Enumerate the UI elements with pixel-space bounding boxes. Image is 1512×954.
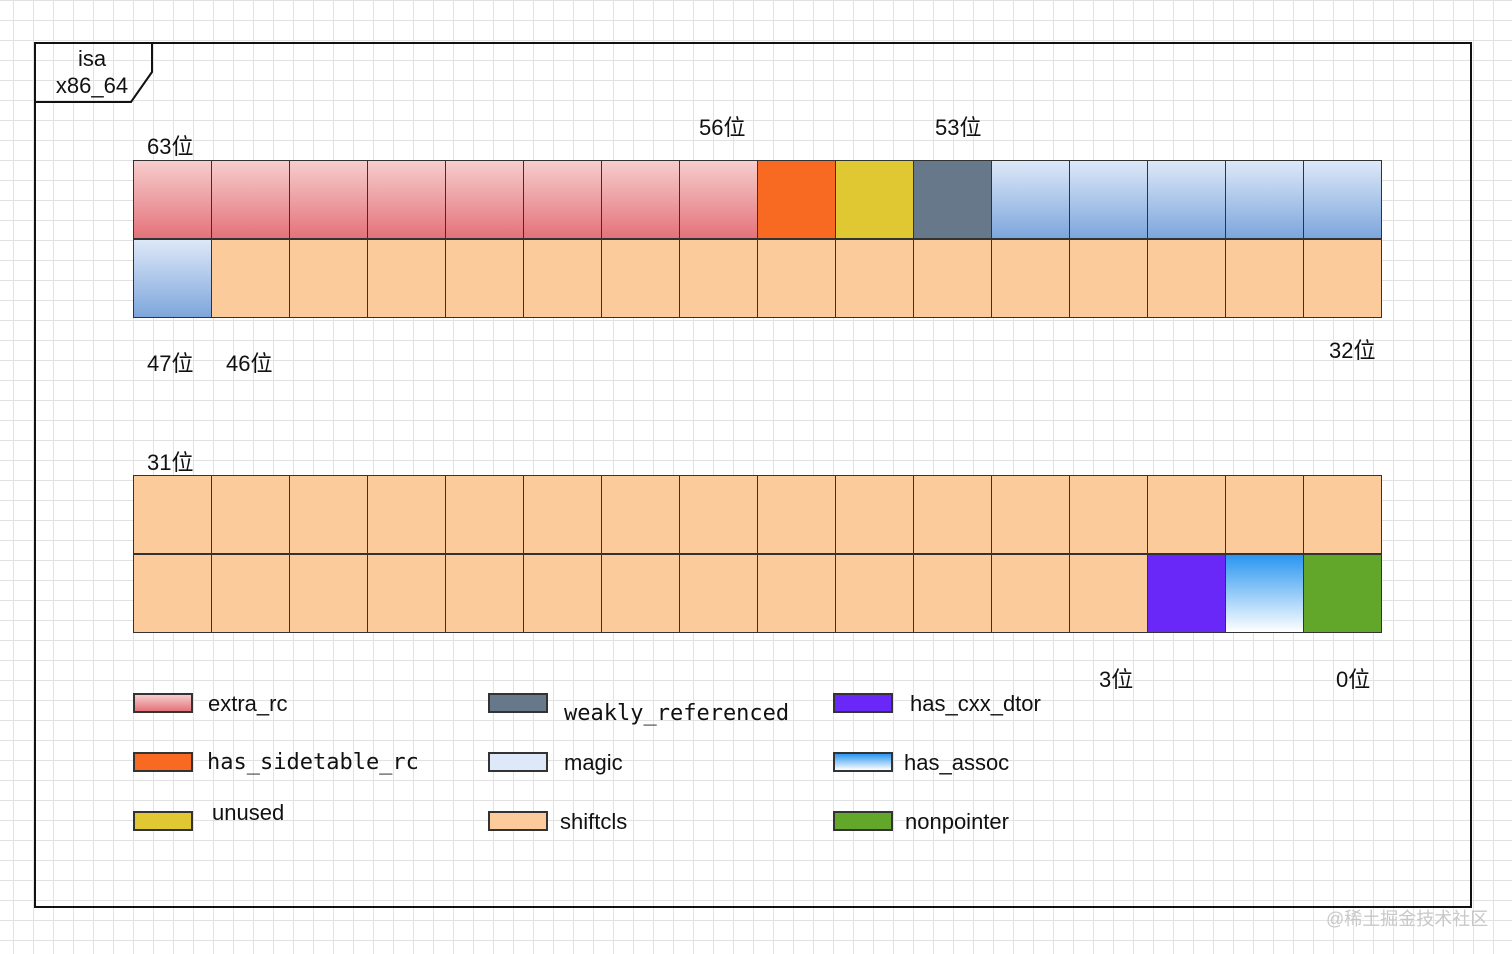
legend-label-magic: magic <box>564 750 623 775</box>
bit-cell-25-shiftcls <box>601 475 680 554</box>
bit-cell-1-has-assoc <box>1225 554 1304 633</box>
legend-swatch-extra-rc <box>133 693 193 713</box>
bit-cell-7-shiftcls <box>757 554 836 633</box>
bit-cell-59-extra-rc <box>445 160 524 239</box>
bit-label-3: 3位 <box>1099 667 1134 692</box>
diagram-frame <box>34 42 1472 908</box>
bit-cell-28-shiftcls <box>367 475 446 554</box>
bit-cell-46-shiftcls <box>211 239 290 318</box>
bit-cell-43-shiftcls <box>445 239 524 318</box>
bit-cell-21-shiftcls <box>913 475 992 554</box>
bit-cell-40-shiftcls <box>679 239 758 318</box>
bit-cell-16-shiftcls <box>1303 475 1382 554</box>
legend-label-extra-rc: extra_rc <box>208 691 288 716</box>
bit-cell-32-shiftcls <box>1303 239 1382 318</box>
bit-cell-0-nonpointer <box>1303 554 1382 633</box>
bit-cell-39-shiftcls <box>757 239 836 318</box>
bit-cell-42-shiftcls <box>523 239 602 318</box>
bit-cell-35-shiftcls <box>1069 239 1148 318</box>
bit-cell-13-shiftcls <box>289 554 368 633</box>
bit-cell-58-extra-rc <box>523 160 602 239</box>
bit-cell-19-shiftcls <box>1069 475 1148 554</box>
bit-cell-2-has-cxx-dtor <box>1147 554 1226 633</box>
bit-label-0: 0位 <box>1336 667 1371 692</box>
bit-cell-10-shiftcls <box>523 554 602 633</box>
bit-cell-55-has-sidetable-rc <box>757 160 836 239</box>
bit-cell-6-shiftcls <box>835 554 914 633</box>
legend-label-has-cxx-dtor: has_cxx_dtor <box>910 691 1041 716</box>
bit-cell-4-shiftcls <box>991 554 1070 633</box>
bit-cell-63-extra-rc <box>133 160 212 239</box>
legend-swatch-magic <box>488 752 548 772</box>
bit-cell-47-magic <box>133 239 212 318</box>
bit-row-63-48 <box>133 160 1382 239</box>
bit-cell-45-shiftcls <box>289 239 368 318</box>
legend-swatch-nonpointer <box>833 811 893 831</box>
bit-cell-14-shiftcls <box>211 554 290 633</box>
bit-cell-22-shiftcls <box>835 475 914 554</box>
bit-cell-50-magic <box>1147 160 1226 239</box>
legend-swatch-has-cxx-dtor <box>833 693 893 713</box>
bit-cell-53-weakly-referenced <box>913 160 992 239</box>
bit-label-56: 56位 <box>699 115 746 140</box>
bit-cell-61-extra-rc <box>289 160 368 239</box>
bit-cell-24-shiftcls <box>679 475 758 554</box>
legend-label-has-sidetable-rc: has_sidetable_rc <box>207 750 419 775</box>
legend-swatch-shiftcls <box>488 811 548 831</box>
bit-cell-36-shiftcls <box>991 239 1070 318</box>
legend-label-nonpointer: nonpointer <box>905 809 1009 834</box>
bit-cell-23-shiftcls <box>757 475 836 554</box>
bit-cell-20-shiftcls <box>991 475 1070 554</box>
bit-cell-9-shiftcls <box>601 554 680 633</box>
bit-label-32: 32位 <box>1329 338 1376 363</box>
bit-cell-11-shiftcls <box>445 554 524 633</box>
bit-cell-38-shiftcls <box>835 239 914 318</box>
bit-cell-44-shiftcls <box>367 239 446 318</box>
bit-cell-34-shiftcls <box>1147 239 1226 318</box>
bit-cell-54-unused <box>835 160 914 239</box>
bit-row-31-16 <box>133 475 1382 554</box>
legend-swatch-has-assoc <box>833 752 893 772</box>
legend-label-weakly-referenced: weakly_referenced <box>564 701 790 726</box>
bit-cell-8-shiftcls <box>679 554 758 633</box>
bit-cell-41-shiftcls <box>601 239 680 318</box>
legend-swatch-weakly-referenced <box>488 693 548 713</box>
bit-row-47-32 <box>133 239 1382 318</box>
bit-cell-52-magic <box>991 160 1070 239</box>
bit-cell-31-shiftcls <box>133 475 212 554</box>
bit-cell-49-magic <box>1225 160 1304 239</box>
bit-cell-15-shiftcls <box>133 554 212 633</box>
bit-label-31: 31位 <box>147 450 194 475</box>
bit-row-15-0 <box>133 554 1382 633</box>
bit-cell-30-shiftcls <box>211 475 290 554</box>
bit-cell-12-shiftcls <box>367 554 446 633</box>
bit-label-47: 47位 <box>147 351 194 376</box>
legend-label-has-assoc: has_assoc <box>904 750 1010 775</box>
bit-cell-33-shiftcls <box>1225 239 1304 318</box>
bit-cell-18-shiftcls <box>1147 475 1226 554</box>
legend-swatch-unused <box>133 811 193 831</box>
legend-label-shiftcls: shiftcls <box>560 809 628 834</box>
bit-cell-17-shiftcls <box>1225 475 1304 554</box>
bit-label-63: 63位 <box>147 134 194 159</box>
bit-cell-56-extra-rc <box>679 160 758 239</box>
bit-cell-26-shiftcls <box>523 475 602 554</box>
bit-cell-62-extra-rc <box>211 160 290 239</box>
bit-label-53: 53位 <box>935 115 982 140</box>
bit-cell-29-shiftcls <box>289 475 368 554</box>
bit-cell-5-shiftcls <box>913 554 992 633</box>
bit-cell-37-shiftcls <box>913 239 992 318</box>
bit-cell-51-magic <box>1069 160 1148 239</box>
bit-cell-3-shiftcls <box>1069 554 1148 633</box>
bit-cell-27-shiftcls <box>445 475 524 554</box>
legend-swatch-has-sidetable-rc <box>133 752 193 772</box>
bit-label-46: 46位 <box>226 351 273 376</box>
watermark: @稀土掘金技术社区 <box>1326 909 1489 929</box>
bit-cell-60-extra-rc <box>367 160 446 239</box>
legend-label-unused: unused <box>212 800 285 825</box>
bit-cell-48-magic <box>1303 160 1382 239</box>
bit-cell-57-extra-rc <box>601 160 680 239</box>
